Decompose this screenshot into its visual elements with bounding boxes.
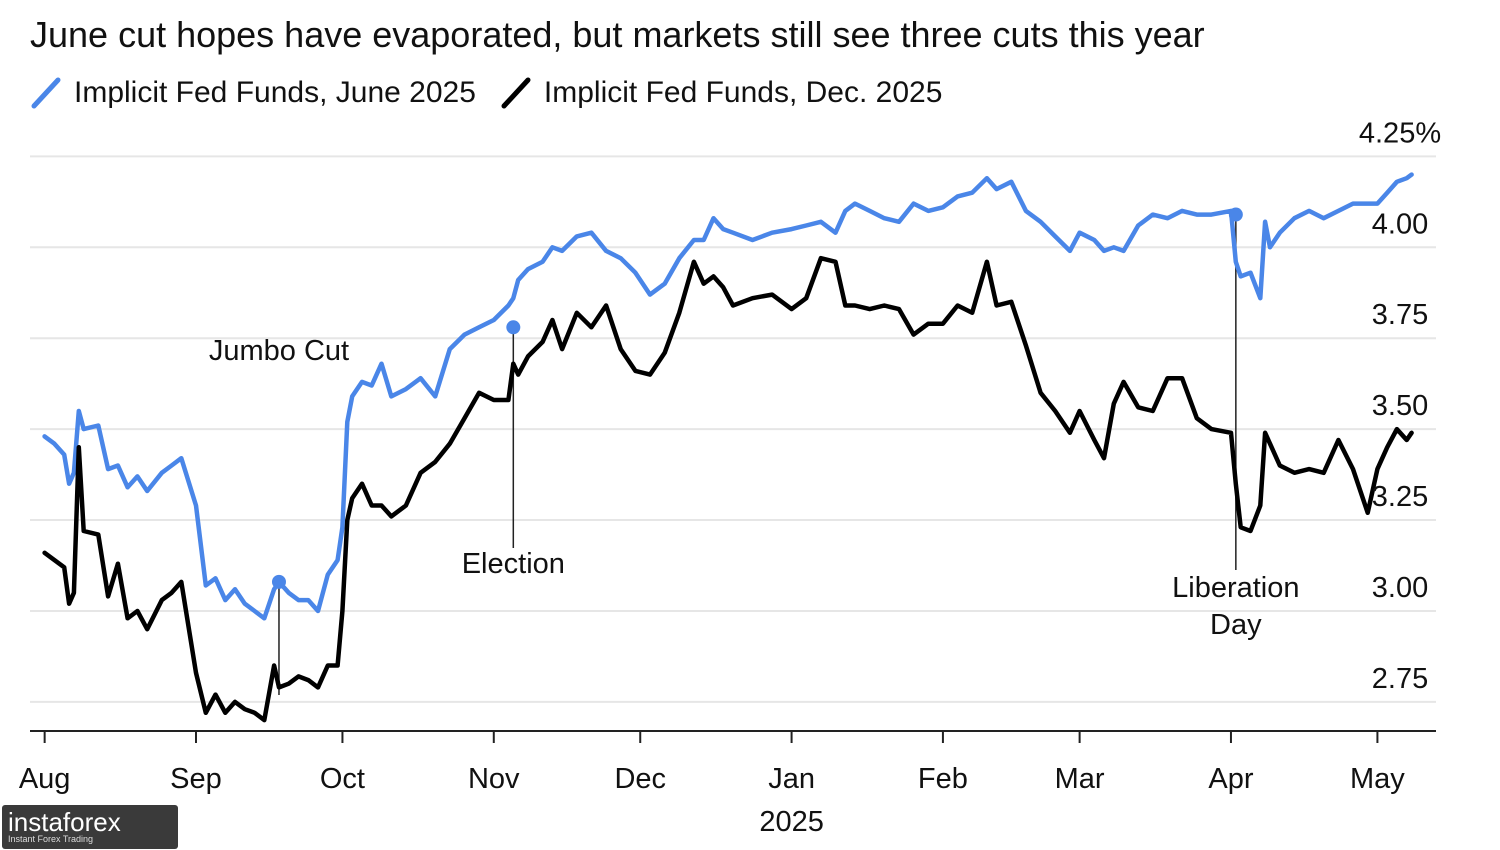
x-tick-label: Dec — [614, 763, 666, 795]
x-tick-label: Apr — [1208, 763, 1253, 795]
y-tick-label: 2.75 — [1372, 663, 1428, 695]
x-tick-label: May — [1350, 763, 1405, 795]
annotation-marker — [1228, 207, 1243, 222]
x-tick-label: Jan — [768, 763, 815, 795]
y-tick-label: 4.25% — [1359, 117, 1441, 149]
annotation-label: Election — [462, 548, 565, 580]
x-tick-label: Aug — [19, 763, 71, 795]
legend-swatch-june — [31, 77, 61, 109]
annotation-label: Jumbo Cut — [209, 335, 349, 367]
y-tick-label: 3.75 — [1372, 299, 1428, 331]
watermark-logo-text: instaforex — [8, 807, 121, 837]
annotation-label: Day — [1210, 609, 1262, 641]
legend-label-dec: Implicit Fed Funds, Dec. 2025 — [543, 76, 943, 109]
legend-item-june: Implicit Fed Funds, June 2025 — [30, 76, 476, 110]
chart-title: June cut hopes have evaporated, but mark… — [30, 14, 1205, 55]
legend-label-june: Implicit Fed Funds, June 2025 — [74, 76, 476, 109]
legend-item-dec: Implicit Fed Funds, Dec. 2025 — [500, 76, 943, 110]
annotation-label: Liberation — [1172, 572, 1299, 604]
y-tick-label: 3.00 — [1372, 572, 1428, 604]
y-tick-label: 4.00 — [1372, 208, 1428, 240]
grid-layer — [30, 155, 1436, 703]
series-line-1 — [42, 255, 1414, 723]
series-line-0 — [42, 172, 1414, 621]
annotation-layer: Jumbo Cut Election Liberation Day — [209, 214, 1300, 695]
instaforex-watermark: instaforex Instant Forex Trading — [2, 805, 178, 849]
series-layer — [42, 172, 1414, 723]
watermark-tagline: Instant Forex Trading — [8, 834, 94, 844]
chart-legend: Implicit Fed Funds, June 2025 Implicit F… — [30, 76, 966, 110]
axis-layer: 2.753.003.253.503.754.004.25%Aug2024SepO… — [12, 117, 1441, 838]
y-tick-label: 3.50 — [1372, 390, 1428, 422]
legend-swatch-dec — [501, 77, 531, 109]
annotation-marker — [506, 320, 521, 335]
x-tick-label: Oct — [320, 763, 365, 795]
x-tick-year-label: 2025 — [759, 806, 824, 838]
marker-layer — [271, 207, 1243, 589]
y-tick-label: 3.25 — [1372, 481, 1428, 513]
x-tick-label: Mar — [1055, 763, 1105, 795]
annotation-marker — [271, 574, 286, 589]
x-tick-label: Feb — [918, 763, 968, 795]
x-tick-label: Sep — [170, 763, 222, 795]
x-tick-label: Nov — [468, 763, 520, 795]
